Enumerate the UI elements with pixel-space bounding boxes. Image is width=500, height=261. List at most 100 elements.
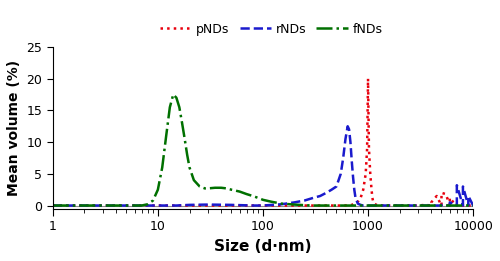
pNDs [50, 204, 56, 207]
X-axis label: Size (d·nm): Size (d·nm) [214, 239, 312, 254]
fNDs [250, 194, 256, 198]
pNDs [457, 204, 463, 207]
rNDs [310, 196, 316, 199]
pNDs [454, 204, 460, 207]
fNDs [415, 204, 421, 207]
pNDs [186, 204, 192, 207]
Line: rNDs: rNDs [53, 126, 473, 205]
pNDs [466, 204, 471, 207]
fNDs [163, 134, 169, 137]
pNDs [360, 188, 366, 191]
pNDs [443, 193, 449, 196]
rNDs [317, 194, 323, 198]
fNDs [82, 204, 87, 207]
pNDs [470, 204, 476, 207]
pNDs [260, 204, 266, 207]
fNDs [224, 187, 230, 190]
pNDs [370, 196, 376, 199]
fNDs [470, 204, 476, 207]
fNDs [302, 204, 308, 207]
pNDs [362, 172, 368, 175]
pNDs [377, 204, 383, 207]
pNDs [434, 194, 440, 198]
Line: fNDs: fNDs [53, 94, 473, 205]
Y-axis label: Mean volume (%): Mean volume (%) [7, 60, 21, 196]
rNDs [50, 204, 56, 207]
fNDs [260, 198, 266, 201]
fNDs [100, 204, 106, 207]
pNDs [450, 201, 456, 204]
fNDs [365, 204, 371, 207]
pNDs [352, 202, 358, 205]
fNDs [138, 204, 144, 207]
pNDs [342, 204, 347, 207]
fNDs [323, 204, 329, 207]
fNDs [212, 186, 218, 189]
fNDs [176, 106, 182, 109]
rNDs [344, 125, 350, 128]
pNDs [447, 196, 453, 199]
fNDs [174, 96, 180, 99]
Legend: pNDs, rNDs, fNDs: pNDs, rNDs, fNDs [155, 18, 388, 41]
fNDs [159, 166, 165, 169]
pNDs [368, 172, 374, 175]
rNDs [470, 202, 476, 205]
fNDs [167, 106, 173, 109]
pNDs [422, 203, 428, 206]
fNDs [202, 187, 208, 190]
pNDs [365, 77, 371, 80]
pNDs [447, 204, 453, 207]
pNDs [428, 201, 434, 204]
fNDs [155, 188, 161, 191]
pNDs [323, 204, 329, 207]
fNDs [184, 153, 190, 156]
pNDs [374, 203, 380, 206]
fNDs [170, 93, 176, 96]
rNDs [428, 204, 434, 207]
pNDs [368, 188, 374, 191]
fNDs [334, 204, 340, 207]
pNDs [82, 204, 87, 207]
fNDs [228, 188, 234, 191]
pNDs [358, 196, 364, 199]
rNDs [470, 204, 476, 207]
pNDs [228, 204, 234, 207]
pNDs [396, 204, 402, 207]
fNDs [268, 200, 274, 203]
fNDs [244, 193, 250, 196]
fNDs [191, 179, 197, 182]
fNDs [123, 204, 129, 207]
fNDs [292, 203, 298, 206]
pNDs [355, 200, 361, 203]
fNDs [349, 204, 355, 207]
fNDs [236, 190, 242, 193]
fNDs [186, 166, 192, 169]
pNDs [292, 204, 298, 207]
fNDs [310, 204, 316, 207]
pNDs [384, 204, 390, 207]
fNDs [278, 202, 284, 205]
pNDs [415, 204, 421, 207]
fNDs [218, 186, 224, 189]
pNDs [370, 200, 376, 203]
pNDs [460, 204, 466, 207]
pNDs [372, 202, 378, 205]
pNDs [460, 204, 466, 207]
fNDs [196, 185, 202, 188]
pNDs [366, 147, 372, 150]
pNDs [364, 147, 370, 150]
pNDs [123, 204, 129, 207]
fNDs [182, 137, 188, 140]
pNDs [100, 204, 106, 207]
pNDs [349, 203, 355, 206]
pNDs [428, 204, 434, 207]
rNDs [384, 204, 390, 207]
fNDs [150, 199, 156, 202]
pNDs [138, 204, 144, 207]
fNDs [255, 196, 261, 199]
fNDs [50, 204, 56, 207]
pNDs [438, 204, 444, 207]
Line: pNDs: pNDs [53, 79, 473, 205]
fNDs [205, 187, 211, 190]
pNDs [155, 204, 161, 207]
